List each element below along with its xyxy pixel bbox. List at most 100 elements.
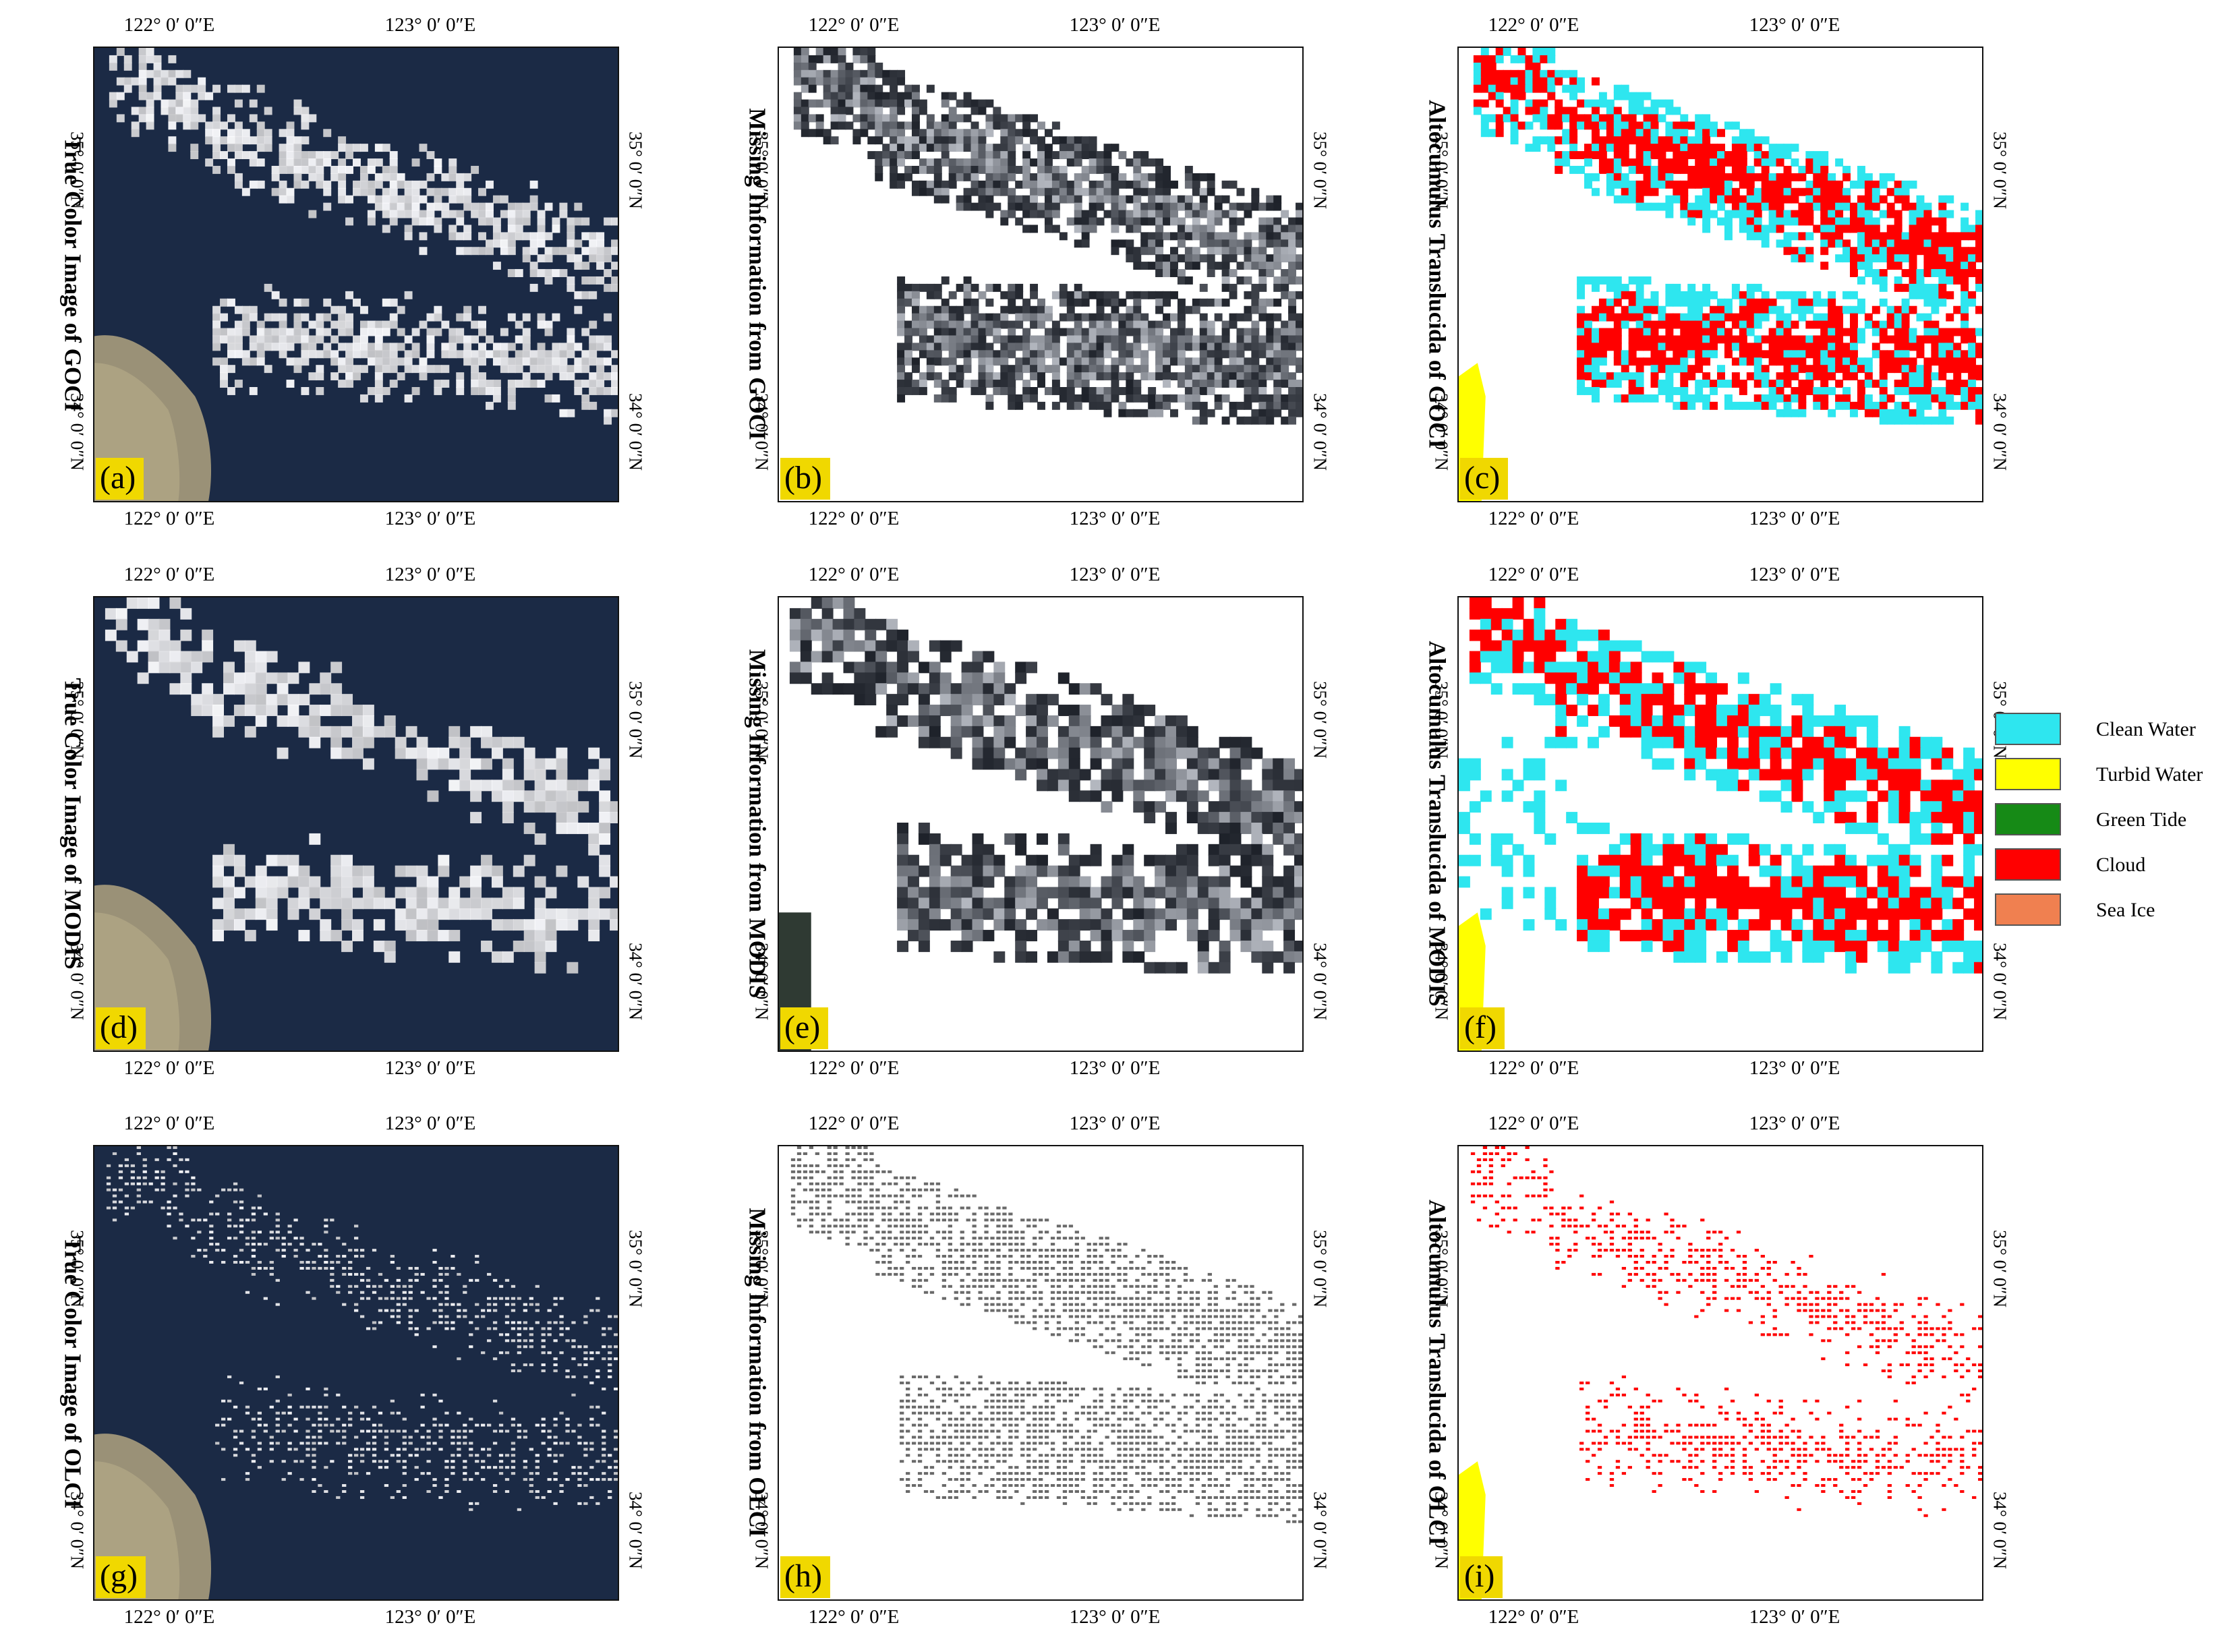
lat-tick-label: 34° 0′ 0″N bbox=[1431, 393, 1452, 471]
lon-tick-label: 122° 0′ 0″E bbox=[808, 564, 900, 585]
lat-tick-label: 35° 0′ 0″N bbox=[1431, 131, 1452, 209]
map-panel-e: (e) Missing Information from MODIS 122° 0′… bbox=[745, 565, 1331, 1078]
panel-label: (c) bbox=[1460, 458, 1509, 500]
panel-label: (e) bbox=[780, 1007, 829, 1049]
lat-tick-label: 35° 0′ 0″N bbox=[625, 131, 646, 209]
lat-tick-label: 34° 0′ 0″N bbox=[1431, 943, 1452, 1020]
lon-tick-label: 122° 0′ 0″E bbox=[123, 1113, 215, 1134]
lat-tick-label: 35° 0′ 0″N bbox=[1310, 681, 1331, 759]
lon-tick-label: 123° 0′ 0″E bbox=[1749, 1113, 1840, 1134]
lat-tick-label: 34° 0′ 0″N bbox=[625, 943, 646, 1020]
lat-tick-label: 35° 0′ 0″N bbox=[67, 681, 88, 759]
lat-tick-label: 34° 0′ 0″N bbox=[625, 1492, 646, 1569]
lon-tick-label: 123° 0′ 0″E bbox=[384, 14, 476, 36]
map-image bbox=[1459, 1146, 1982, 1599]
map-frame: (i) bbox=[1457, 1145, 1983, 1601]
lat-tick-label: 35° 0′ 0″N bbox=[67, 1230, 88, 1307]
lat-tick-label: 35° 0′ 0″N bbox=[1431, 1230, 1452, 1307]
map-panel-a: (a) True Color Image of GOCI 122° 0′ 0″E 12… bbox=[60, 16, 646, 529]
map-frame: (b) bbox=[778, 47, 1304, 502]
lon-tick-label: 123° 0′ 0″E bbox=[1069, 508, 1161, 529]
lon-tick-label: 123° 0′ 0″E bbox=[1749, 508, 1840, 529]
map-image bbox=[779, 1146, 1302, 1599]
lat-tick-label: 35° 0′ 0″N bbox=[1431, 681, 1452, 759]
legend-item-turbid-water: Turbid Water bbox=[1995, 757, 2217, 802]
lat-tick-label: 35° 0′ 0″N bbox=[1989, 1230, 2010, 1307]
panel-label: (a) bbox=[96, 458, 144, 500]
legend-label: Sea Ice bbox=[2096, 899, 2155, 921]
legend-swatch-cloud bbox=[1995, 848, 2061, 881]
lat-tick-label: 34° 0′ 0″N bbox=[751, 393, 772, 471]
lon-tick-label: 122° 0′ 0″E bbox=[123, 1057, 215, 1079]
legend: Clean Water Turbid Water Green Tide Clou… bbox=[1995, 711, 2217, 937]
lat-tick-label: 35° 0′ 0″N bbox=[1989, 131, 2010, 209]
legend-label: Green Tide bbox=[2096, 808, 2187, 831]
map-panel-g: (g) True Color Image of OLCI 122° 0′ 0″E 12… bbox=[60, 1114, 646, 1627]
legend-swatch-sea-ice bbox=[1995, 893, 2061, 926]
lat-tick-label: 34° 0′ 0″N bbox=[67, 943, 88, 1020]
lat-tick-label: 34° 0′ 0″N bbox=[1431, 1492, 1452, 1569]
lat-tick-label: 34° 0′ 0″N bbox=[625, 393, 646, 471]
lon-tick-label: 123° 0′ 0″E bbox=[1749, 1606, 1840, 1628]
map-frame: (e) bbox=[778, 596, 1304, 1052]
map-frame: (c) bbox=[1457, 47, 1983, 502]
map-panel-f: (f) Altocumulus Translucida of MODIS 122° … bbox=[1424, 565, 2010, 1078]
map-panel-d: (d) True Color Image of MODIS 122° 0′ 0″E 1… bbox=[60, 565, 646, 1078]
lon-tick-label: 122° 0′ 0″E bbox=[808, 1113, 900, 1134]
lon-tick-label: 123° 0′ 0″E bbox=[384, 508, 476, 529]
legend-label: Turbid Water bbox=[2096, 763, 2203, 786]
lon-tick-label: 123° 0′ 0″E bbox=[384, 564, 476, 585]
legend-item-green-tide: Green Tide bbox=[1995, 802, 2217, 847]
panel-label: (b) bbox=[780, 458, 830, 500]
lon-tick-label: 122° 0′ 0″E bbox=[123, 1606, 215, 1628]
lat-tick-label: 35° 0′ 0″N bbox=[1310, 131, 1331, 209]
lat-tick-label: 34° 0′ 0″N bbox=[1989, 393, 2010, 471]
panel-label: (h) bbox=[780, 1556, 830, 1598]
lon-tick-label: 123° 0′ 0″E bbox=[384, 1113, 476, 1134]
map-frame: (g) bbox=[93, 1145, 619, 1601]
lat-tick-label: 34° 0′ 0″N bbox=[751, 943, 772, 1020]
map-image bbox=[94, 597, 618, 1051]
lat-tick-label: 35° 0′ 0″N bbox=[625, 1230, 646, 1307]
lon-tick-label: 122° 0′ 0″E bbox=[1488, 1057, 1579, 1079]
lat-tick-label: 35° 0′ 0″N bbox=[625, 681, 646, 759]
lon-tick-label: 122° 0′ 0″E bbox=[1488, 1606, 1579, 1628]
lon-tick-label: 123° 0′ 0″E bbox=[1069, 1606, 1161, 1628]
lat-tick-label: 35° 0′ 0″N bbox=[67, 131, 88, 209]
map-image bbox=[779, 597, 1302, 1051]
lon-tick-label: 123° 0′ 0″E bbox=[1749, 1057, 1840, 1079]
lat-tick-label: 34° 0′ 0″N bbox=[67, 1492, 88, 1569]
legend-swatch-turbid-water bbox=[1995, 758, 2061, 790]
panel-label: (i) bbox=[1460, 1556, 1503, 1598]
map-image bbox=[779, 48, 1302, 501]
map-panel-b: (b) Missing Information from GOCI 122° 0′ … bbox=[745, 16, 1331, 529]
lon-tick-label: 122° 0′ 0″E bbox=[123, 14, 215, 36]
lon-tick-label: 123° 0′ 0″E bbox=[1069, 1113, 1161, 1134]
legend-swatch-clean-water bbox=[1995, 713, 2061, 745]
map-image bbox=[94, 48, 618, 501]
map-image bbox=[1459, 597, 1982, 1051]
map-frame: (a) bbox=[93, 47, 619, 502]
map-frame: (h) bbox=[778, 1145, 1304, 1601]
map-panel-c: (c) Altocumulus Translucida of GOCI 122° 0… bbox=[1424, 16, 2010, 529]
lon-tick-label: 122° 0′ 0″E bbox=[123, 564, 215, 585]
lon-tick-label: 123° 0′ 0″E bbox=[384, 1606, 476, 1628]
lon-tick-label: 122° 0′ 0″E bbox=[1488, 508, 1579, 529]
legend-item-clean-water: Clean Water bbox=[1995, 711, 2217, 757]
lat-tick-label: 35° 0′ 0″N bbox=[751, 131, 772, 209]
lon-tick-label: 123° 0′ 0″E bbox=[1069, 564, 1161, 585]
map-frame: (f) bbox=[1457, 596, 1983, 1052]
lon-tick-label: 123° 0′ 0″E bbox=[384, 1057, 476, 1079]
lon-tick-label: 123° 0′ 0″E bbox=[1069, 1057, 1161, 1079]
map-frame: (d) bbox=[93, 596, 619, 1052]
legend-label: Cloud bbox=[2096, 854, 2146, 876]
lon-tick-label: 122° 0′ 0″E bbox=[123, 508, 215, 529]
legend-label: Clean Water bbox=[2096, 718, 2196, 740]
legend-item-cloud: Cloud bbox=[1995, 847, 2217, 892]
lon-tick-label: 122° 0′ 0″E bbox=[808, 14, 900, 36]
lon-tick-label: 122° 0′ 0″E bbox=[1488, 1113, 1579, 1134]
lon-tick-label: 123° 0′ 0″E bbox=[1749, 564, 1840, 585]
lat-tick-label: 35° 0′ 0″N bbox=[751, 1230, 772, 1307]
lat-tick-label: 34° 0′ 0″N bbox=[1310, 943, 1331, 1020]
map-panel-h: (h) Missing Information from OLCI 122° 0′ … bbox=[745, 1114, 1331, 1627]
